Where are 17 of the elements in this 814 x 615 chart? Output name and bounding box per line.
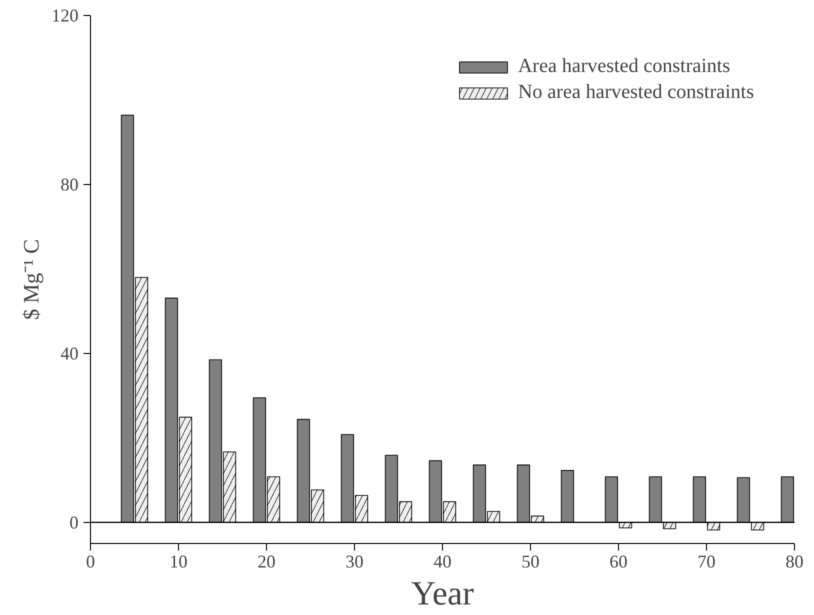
y-axis-title: $ Mg⁻¹ C bbox=[18, 239, 44, 320]
x-tick-label: 60 bbox=[610, 552, 628, 572]
x-axis-title: Year bbox=[411, 576, 475, 612]
x-tick-label: 40 bbox=[434, 552, 452, 572]
x-tick-label: 10 bbox=[170, 552, 188, 572]
x-tick-label: 20 bbox=[258, 552, 276, 572]
x-tick-label: 50 bbox=[522, 552, 540, 572]
y-tick-label: 120 bbox=[52, 6, 78, 26]
legend-label: Area harvested constraints bbox=[518, 55, 730, 78]
y-tick-label: 40 bbox=[60, 343, 78, 364]
x-tick-label: 70 bbox=[698, 552, 716, 572]
x-tick-label: 30 bbox=[346, 552, 364, 572]
y-tick-label: 80 bbox=[60, 174, 78, 194]
x-tick-label: 80 bbox=[786, 552, 804, 572]
y-tick-label: 0 bbox=[70, 512, 78, 532]
legend-label: No area harvested constraints bbox=[518, 81, 754, 104]
x-tick-label: 0 bbox=[86, 552, 95, 572]
